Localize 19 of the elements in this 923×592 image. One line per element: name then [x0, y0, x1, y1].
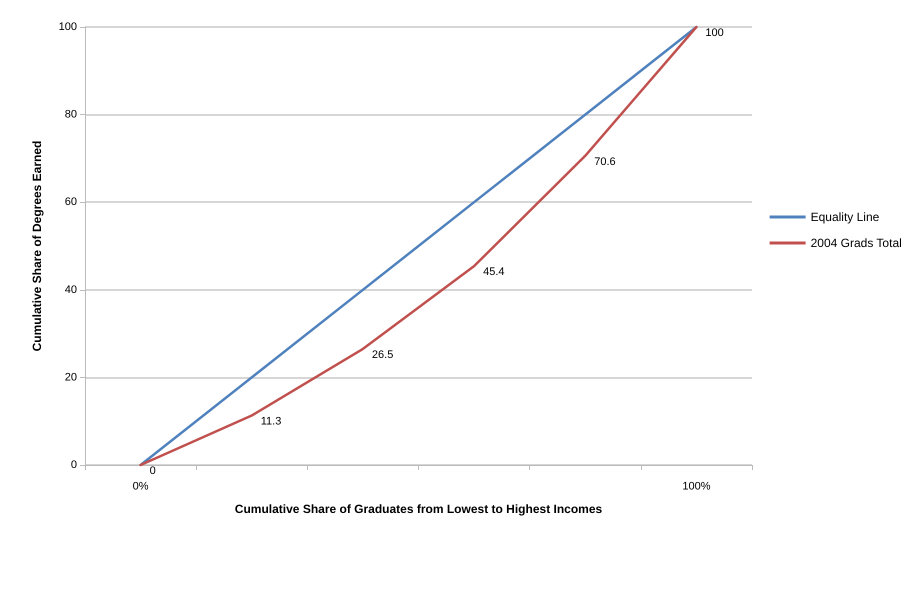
x-axis-title: Cumulative Share of Graduates from Lowest to Highest Incomes: [234, 502, 603, 516]
y-tick-label: 40: [64, 284, 77, 296]
y-tick-label: 20: [64, 371, 77, 384]
data-label: 0: [150, 465, 156, 477]
y-tick-label: 100: [58, 21, 77, 33]
x-tick-label: 100%: [682, 480, 711, 492]
y-tick-label: 0: [70, 459, 77, 471]
line-series: [139, 26, 698, 466]
y-tick-label: 60: [64, 196, 77, 208]
data-label: 11.3: [260, 416, 282, 428]
legend-label: 2004 Grads Total: [810, 236, 902, 250]
data-label: 26.5: [372, 348, 394, 361]
data-label: 45.4: [483, 266, 505, 278]
y-axis-title: Cumulative Share of Degrees Earned: [30, 140, 44, 352]
y-tick-label: 80: [64, 108, 77, 121]
data-label: 70.6: [594, 156, 616, 168]
data-label: 100: [705, 27, 724, 39]
x-tick-label: 0%: [132, 480, 149, 492]
legend-label: Equality Line: [810, 210, 880, 224]
